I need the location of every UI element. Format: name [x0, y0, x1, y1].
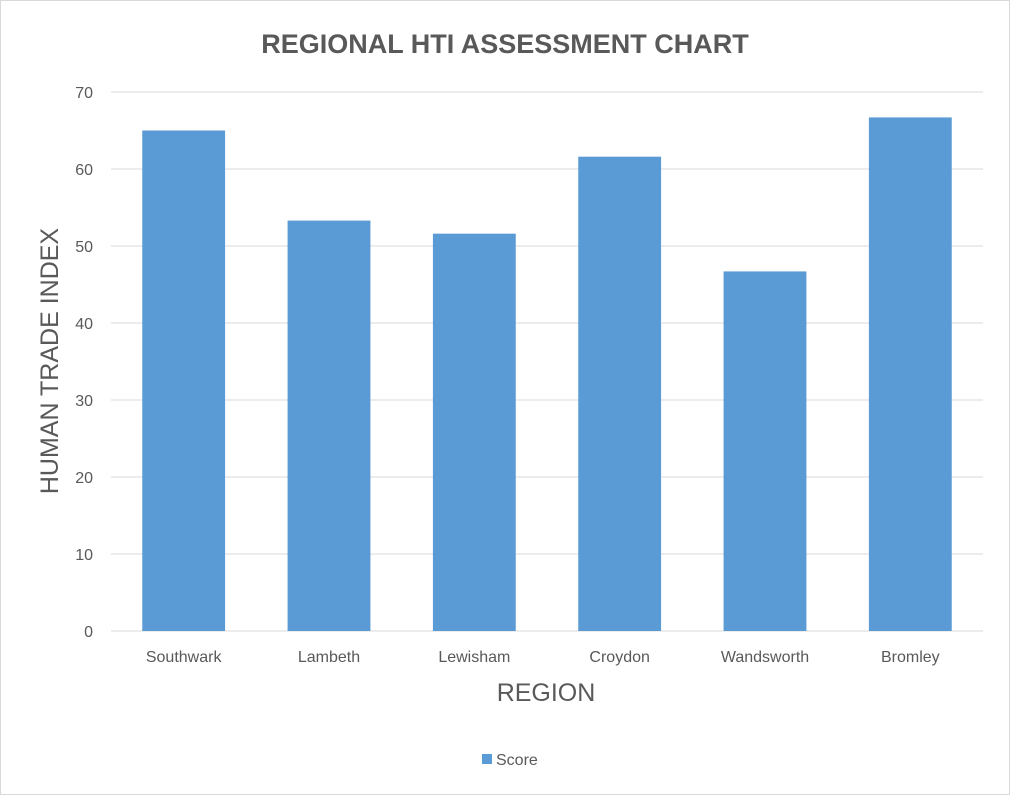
bar-bromley: [868, 117, 952, 631]
bar-lewisham: [432, 233, 516, 631]
y-tick-label-20: 20: [75, 470, 93, 487]
y-axis-tick-labels: 0 10 20 30 40 50 60 70: [75, 85, 93, 641]
y-tick-label-50: 50: [75, 239, 93, 256]
bar-wandsworth: [723, 271, 807, 631]
chart-title: REGIONAL HTI ASSESSMENT CHART: [261, 29, 749, 59]
x-axis-title: REGION: [497, 679, 596, 707]
bar-lambeth: [287, 220, 371, 631]
y-tick-label-30: 30: [75, 393, 93, 410]
x-tick-label-bromley: Bromley: [881, 649, 940, 666]
x-tick-label-southwark: Southwark: [146, 649, 223, 666]
bars: [142, 117, 952, 631]
x-tick-label-wandsworth: Wandsworth: [721, 649, 809, 666]
y-tick-label-60: 60: [75, 162, 93, 179]
x-tick-label-lambeth: Lambeth: [298, 649, 360, 666]
y-tick-label-70: 70: [75, 85, 93, 102]
x-tick-label-croydon: Croydon: [589, 649, 649, 666]
bar-croydon: [578, 156, 662, 631]
y-tick-label-40: 40: [75, 316, 93, 333]
y-axis-title: HUMAN TRADE INDEX: [36, 228, 64, 495]
legend: Score: [482, 752, 538, 769]
y-tick-label-10: 10: [75, 547, 93, 564]
gridlines: [111, 91, 983, 632]
y-tick-label-0: 0: [84, 624, 93, 641]
x-tick-label-lewisham: Lewisham: [438, 649, 510, 666]
legend-swatch-score: [482, 754, 492, 764]
x-axis-tick-labels: Southwark Lambeth Lewisham Croydon Wandswort…: [146, 649, 940, 666]
legend-label-score: Score: [496, 752, 538, 769]
bar-southwark: [142, 130, 226, 631]
